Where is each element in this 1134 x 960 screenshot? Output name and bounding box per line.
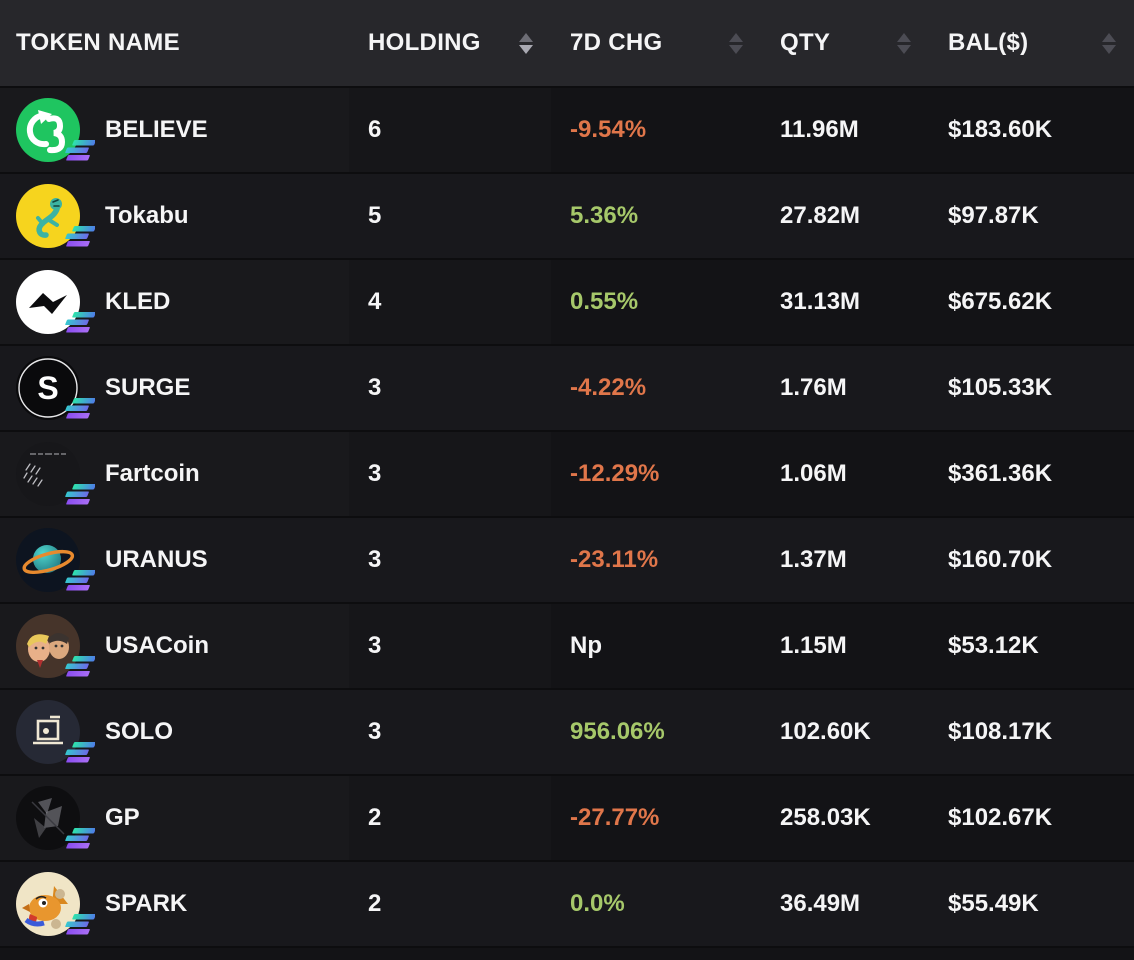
table-row[interactable]: GP 2 -27.77% 258.03K $102.67K <box>0 774 1134 860</box>
holding-value: 4 <box>368 288 382 315</box>
balance-value: $675.62K <box>948 288 1053 315</box>
table-row[interactable]: SPARK 2 0.0% 36.49M $55.49K <box>0 860 1134 946</box>
change-7d-value: 0.0% <box>570 890 625 917</box>
column-label: 7D CHG <box>570 29 663 56</box>
token-name: BELIEVE <box>105 116 208 143</box>
spark-token-icon <box>16 872 95 936</box>
change-7d-value: -12.29% <box>570 460 660 487</box>
table-row[interactable]: KLED 4 0.55% 31.13M $675.62K <box>0 258 1134 344</box>
uranus-token-icon <box>16 528 95 592</box>
column-header-7d-chg[interactable]: 7D CHG <box>551 0 761 86</box>
solana-chain-icon <box>57 310 95 336</box>
column-header-holding[interactable]: HOLDING <box>349 0 551 86</box>
column-header-bal[interactable]: BAL($) <box>929 0 1134 86</box>
column-header-token-name: TOKEN NAME <box>0 0 349 86</box>
balance-value: $53.12K <box>948 632 1039 659</box>
balance-value: $160.70K <box>948 546 1053 573</box>
column-label: BAL($) <box>948 29 1029 56</box>
token-name: SPARK <box>105 890 188 917</box>
balance-value: $183.60K <box>948 116 1053 143</box>
holding-value: 3 <box>368 460 382 487</box>
column-label: QTY <box>780 29 831 56</box>
holding-value: 6 <box>368 116 382 143</box>
token-name: GP <box>105 804 140 831</box>
column-header-qty[interactable]: QTY <box>761 0 929 86</box>
change-7d-value: 956.06% <box>570 718 665 745</box>
table-row[interactable]: URANUS 3 -23.11% 1.37M $160.70K <box>0 516 1134 602</box>
change-7d-value: 5.36% <box>570 202 639 229</box>
balance-value: $55.49K <box>948 890 1039 917</box>
qty-value: 31.13M <box>780 288 861 315</box>
qty-value: 27.82M <box>780 202 861 229</box>
balance-value: $108.17K <box>948 718 1053 745</box>
sort-arrows-icon[interactable] <box>519 32 533 54</box>
sort-arrows-icon[interactable] <box>1102 32 1116 54</box>
table-row[interactable]: BELIEVE 6 -9.54% 11.96M $183.60K <box>0 86 1134 172</box>
fartcoin-token-icon <box>16 442 95 506</box>
qty-value: 1.15M <box>780 632 847 659</box>
change-7d-value: Np <box>570 632 602 659</box>
holding-value: 2 <box>368 804 382 831</box>
change-7d-value: -23.11% <box>570 546 659 573</box>
sort-arrows-icon[interactable] <box>729 32 743 54</box>
solana-chain-icon <box>57 912 95 938</box>
svg-text:S: S <box>37 370 58 406</box>
balance-value: $102.67K <box>948 804 1053 831</box>
qty-value: 1.76M <box>780 374 847 401</box>
solana-chain-icon <box>57 396 95 422</box>
qty-value: 1.06M <box>780 460 847 487</box>
holding-value: 3 <box>368 718 382 745</box>
table-header: TOKEN NAME HOLDING 7D CHG QTY BAL($) <box>0 0 1134 86</box>
table-row[interactable]: Tokabu 5 5.36% 27.82M $97.87K <box>0 172 1134 258</box>
solana-chain-icon <box>57 568 95 594</box>
holding-value: 5 <box>368 202 382 229</box>
holding-value: 2 <box>368 890 382 917</box>
table-row-partial <box>0 946 1134 960</box>
solo-token-icon <box>16 700 95 764</box>
solana-chain-icon <box>57 482 95 508</box>
token-name: Tokabu <box>105 202 189 229</box>
holding-value: 3 <box>368 632 382 659</box>
believe-token-icon <box>16 98 95 162</box>
table-row[interactable]: S SURGE 3 -4.22% 1.76M $105.33K <box>0 344 1134 430</box>
holding-value: 3 <box>368 546 382 573</box>
token-name: KLED <box>105 288 171 315</box>
qty-value: 11.96M <box>780 116 859 143</box>
sort-arrows-icon[interactable] <box>897 32 911 54</box>
gp-token-icon <box>16 786 95 850</box>
table-row[interactable]: USACoin 3 Np 1.15M $53.12K <box>0 602 1134 688</box>
qty-value: 102.60K <box>780 718 871 745</box>
change-7d-value: -9.54% <box>570 116 647 143</box>
kled-token-icon <box>16 270 95 334</box>
token-name: USACoin <box>105 632 209 659</box>
tokabu-token-icon <box>16 184 95 248</box>
balance-value: $105.33K <box>948 374 1053 401</box>
token-name: Fartcoin <box>105 460 200 487</box>
solana-chain-icon <box>57 138 95 164</box>
balance-value: $361.36K <box>948 460 1053 487</box>
token-name: SURGE <box>105 374 191 401</box>
token-name: URANUS <box>105 546 208 573</box>
table-row[interactable]: Fartcoin 3 -12.29% 1.06M $361.36K <box>0 430 1134 516</box>
column-label: HOLDING <box>368 29 481 56</box>
change-7d-value: -27.77% <box>570 804 660 831</box>
usacoin-token-icon <box>16 614 95 678</box>
solana-chain-icon <box>57 826 95 852</box>
solana-chain-icon <box>57 654 95 680</box>
qty-value: 258.03K <box>780 804 871 831</box>
balance-value: $97.87K <box>948 202 1039 229</box>
surge-token-icon: S <box>16 356 95 420</box>
table-row[interactable]: SOLO 3 956.06% 102.60K $108.17K <box>0 688 1134 774</box>
change-7d-value: 0.55% <box>570 288 639 315</box>
solana-chain-icon <box>57 224 95 250</box>
change-7d-value: -4.22% <box>570 374 647 401</box>
qty-value: 1.37M <box>780 546 847 573</box>
qty-value: 36.49M <box>780 890 861 917</box>
holding-value: 3 <box>368 374 382 401</box>
column-label: TOKEN NAME <box>16 29 180 56</box>
token-name: SOLO <box>105 718 174 745</box>
solana-chain-icon <box>57 740 95 766</box>
